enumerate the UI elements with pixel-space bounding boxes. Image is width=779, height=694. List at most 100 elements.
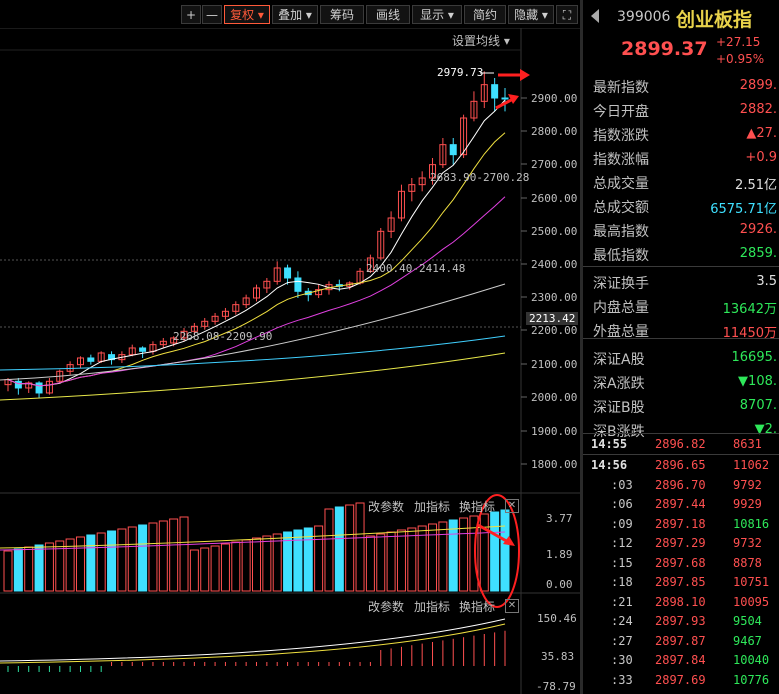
price-axis-label: 2400.00	[531, 258, 578, 271]
annotation-arrowhead	[520, 69, 530, 81]
price-axis-label: 2600.00	[531, 192, 578, 205]
kline-chart[interactable]	[0, 28, 580, 694]
diejia-button[interactable]: 叠加 ▾	[272, 5, 318, 24]
macd-huan-zhibiao[interactable]: 换指标	[459, 600, 496, 614]
macd-axis-bottom: -78.79	[536, 680, 576, 693]
macd-jia-zhibiao[interactable]: 加指标	[414, 600, 451, 614]
price-axis-label: 1900.00	[531, 425, 578, 438]
tick-volume: 9732	[733, 536, 762, 550]
stat-row: 深证换手 3.5	[583, 270, 779, 294]
panel-divider[interactable]	[580, 0, 583, 694]
annotation-arrow	[477, 523, 511, 545]
tick-price: 2897.69	[655, 672, 706, 687]
annotation-arrowhead	[508, 94, 519, 104]
volume-bar	[210, 545, 220, 592]
candle-body	[397, 190, 405, 219]
tick-row: :21 2898.10 10095	[583, 594, 779, 612]
vol-close-icon[interactable]: ✕	[505, 499, 519, 513]
xianshi-button[interactable]: 显示 ▾	[412, 5, 462, 24]
xianshi-label: 显示	[420, 8, 445, 22]
index-change: +27.15	[716, 35, 761, 49]
tick-volume: 10040	[733, 653, 770, 667]
candle-body	[491, 84, 499, 99]
tick-price: 2897.29	[655, 536, 706, 550]
candle-body	[470, 100, 478, 119]
price-axis-label: 1800.00	[531, 458, 578, 471]
zoom-out-button[interactable]: —	[202, 5, 222, 24]
expand-icon[interactable]: ⛶	[556, 5, 578, 24]
ma-settings-link[interactable]: 设置均线 ▾	[452, 34, 510, 48]
volume-bar	[438, 521, 448, 592]
tick-row: :30 2897.84 10040	[583, 652, 779, 670]
tick-volume: 10816	[733, 516, 770, 531]
candle-body	[315, 289, 323, 296]
zoom-in-button[interactable]: +	[181, 5, 201, 24]
tick-row: :15 2897.68 8878	[583, 555, 779, 573]
volume-bar	[417, 525, 427, 592]
tick-time: :12	[611, 536, 633, 550]
candle-body	[263, 280, 271, 289]
candle-body	[76, 357, 84, 366]
stat-label: 指数涨跌	[593, 128, 649, 144]
stat-row: 今日开盘 2882.	[583, 98, 779, 122]
stat-label: 总成交量	[593, 176, 649, 192]
stat-label: 指数涨幅	[593, 152, 649, 168]
stat-label: 今日开盘	[593, 104, 649, 120]
volume-bar	[34, 544, 44, 592]
volume-bar	[252, 537, 261, 592]
stat-value: +0.9	[745, 150, 777, 165]
back-arrow-icon[interactable]	[591, 9, 599, 23]
tick-time: :18	[611, 575, 633, 589]
macd-dif-line	[0, 618, 506, 662]
macd-close-icon[interactable]: ✕	[505, 599, 519, 613]
candle-body	[87, 357, 95, 362]
volume-bar	[448, 519, 458, 592]
tick-volume: 9929	[733, 497, 762, 511]
ma-settings-label: 设置均线	[452, 34, 501, 48]
tick-time: :06	[611, 497, 633, 511]
volume-bar	[158, 520, 168, 592]
candle-body	[170, 337, 178, 344]
volume-bar	[386, 531, 396, 592]
price-axis-label: 2700.00	[531, 158, 578, 171]
volume-bar	[459, 517, 469, 592]
tick-row: :06 2897.44 9929	[583, 496, 779, 514]
volume-bar	[376, 533, 386, 592]
tick-row: :27 2897.87 9467	[583, 633, 779, 651]
vol-huan-zhibiao[interactable]: 换指标	[459, 500, 496, 514]
stat-value: 13642万	[722, 302, 777, 317]
candle-body	[387, 217, 395, 232]
price-axis-label: 2900.00	[531, 92, 578, 105]
stat-label: 最新指数	[593, 80, 649, 96]
range-label-3: 2268.08-2209.90	[173, 330, 273, 343]
tick-price: 2896.65	[655, 458, 706, 472]
volume-bar	[314, 525, 324, 592]
candle-body	[273, 267, 281, 282]
tick-time: :30	[611, 653, 633, 667]
volume-bar	[179, 516, 189, 592]
tick-time: 14:56	[591, 458, 628, 472]
fuquan-button[interactable]: 复权 ▾	[224, 5, 270, 24]
volume-bar	[262, 535, 272, 592]
macd-gai-canshu[interactable]: 改参数	[368, 600, 405, 614]
vol-jia-zhibiao[interactable]: 加指标	[414, 500, 451, 514]
tick-price: 2898.10	[655, 594, 706, 609]
diejia-label: 叠加	[278, 8, 303, 22]
yincang-button[interactable]: 隐藏 ▾	[508, 5, 554, 24]
vol-gai-canshu[interactable]: 改参数	[368, 500, 405, 514]
tick-price: 2896.82	[655, 437, 706, 451]
jianyue-button[interactable]: 简约	[464, 5, 506, 24]
volume-bar	[138, 524, 148, 592]
range-label-2: 2400.40-2414.48	[366, 262, 466, 275]
chouma-button[interactable]: 筹码	[320, 5, 364, 24]
volume-bar	[117, 528, 127, 592]
stat-row: 最新指数 2899.	[583, 74, 779, 98]
volume-bar	[293, 529, 303, 592]
divider	[583, 433, 779, 434]
ma20-line	[7, 196, 506, 387]
candle-body	[180, 330, 188, 339]
huaxian-button[interactable]: 画线	[366, 5, 410, 24]
volume-bar	[490, 511, 500, 592]
stat-value: 2859.	[739, 246, 777, 261]
candle-body	[284, 267, 292, 279]
